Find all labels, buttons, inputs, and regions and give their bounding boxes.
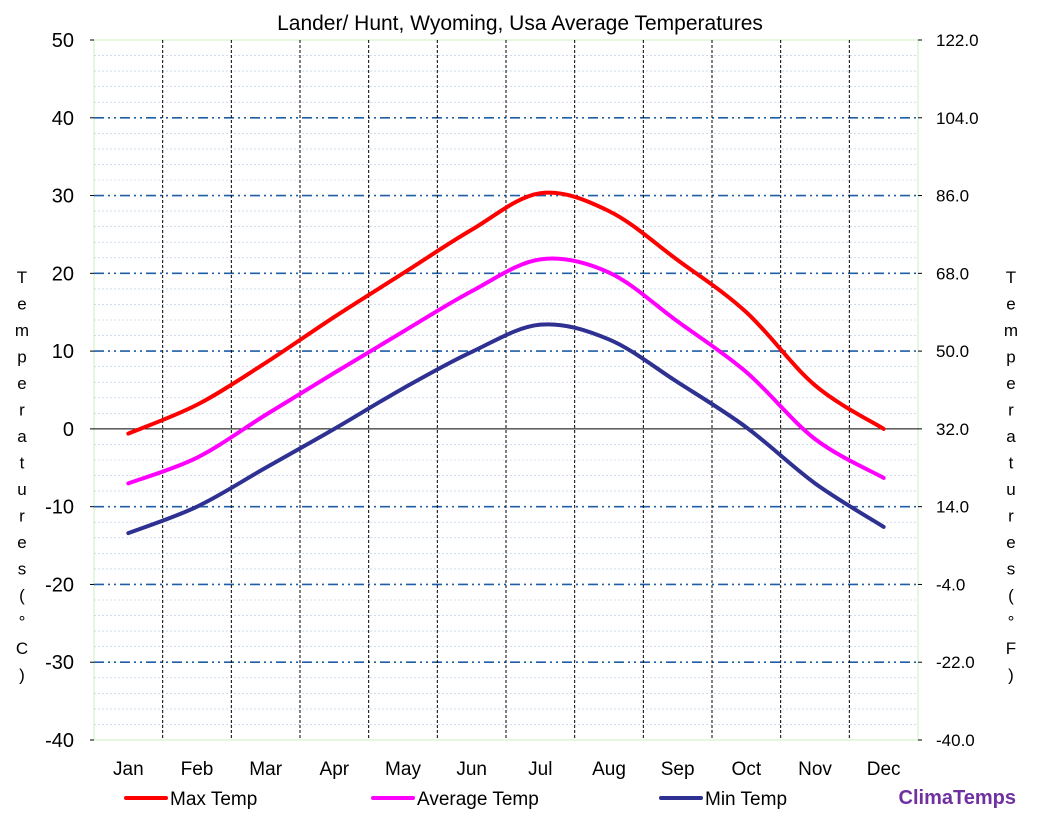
axis-label-char: T	[17, 268, 27, 287]
y-tick-label-right: 68.0	[936, 264, 969, 283]
axis-label-char: )	[19, 666, 25, 685]
y-tick-label-right: 86.0	[936, 187, 969, 206]
axis-label-char: (	[1008, 586, 1014, 605]
axis-label-char: r	[1008, 507, 1014, 526]
axis-label-char: F	[1006, 639, 1016, 658]
axis-label-char: t	[1009, 454, 1014, 473]
axis-label-char: T	[1006, 268, 1016, 287]
y-tick-label-right: -22.0	[936, 653, 975, 672]
axis-label-char: p	[1006, 348, 1015, 367]
series-lines	[126, 190, 886, 536]
legend-label: Min Temp	[705, 789, 787, 810]
axis-label-char: e	[1006, 374, 1015, 393]
x-tick-label: Oct	[732, 759, 762, 780]
y-tick-label-left: 10	[52, 341, 74, 363]
axis-label-char: a	[1006, 427, 1016, 446]
axis-label-char: e	[1006, 295, 1015, 314]
axis-label-char: C	[16, 639, 28, 658]
axes: -40 -30 -20 -10 0 10 20 30 40 50 -40.0 -22.0 -4.0 14.…	[45, 30, 978, 780]
axis-label-char: e	[1006, 533, 1015, 552]
y-axis-label-right: Temperatures(°F)	[1004, 268, 1018, 685]
x-tick-label: Mar	[249, 759, 282, 780]
y-tick-label-right: 104.0	[936, 109, 979, 128]
x-tick-label: Feb	[181, 759, 214, 780]
y-tick-label-left: -30	[45, 652, 74, 674]
y-tick-label-left: 30	[52, 186, 74, 208]
y-tick-label-left: 50	[52, 30, 74, 52]
x-tick-label: Aug	[592, 759, 626, 780]
y-tick-label-left: -10	[45, 497, 74, 519]
axis-label-char: m	[1004, 321, 1018, 340]
axis-label-char: s	[1007, 560, 1016, 579]
legend: Max Temp Average Temp Min Temp	[124, 789, 787, 810]
legend-label: Average Temp	[417, 789, 539, 810]
y-tick-label-left: -20	[45, 574, 74, 596]
x-tick-label: Jul	[528, 759, 552, 780]
x-tick-label: Dec	[867, 759, 901, 780]
y-tick-label-right: 122.0	[936, 31, 979, 50]
axis-label-char: r	[19, 401, 25, 420]
axis-label-char: °	[1008, 613, 1015, 632]
axis-label-char: t	[20, 454, 25, 473]
x-tick-label: Nov	[798, 759, 832, 780]
chart-title: Lander/ Hunt, Wyoming, Usa Average Tempe…	[277, 12, 763, 35]
watermark-brand: ClimaTemps	[899, 787, 1016, 809]
axis-label-char: u	[1006, 480, 1015, 499]
axis-label-char: r	[1008, 401, 1014, 420]
axis-label-char: e	[17, 533, 26, 552]
axis-label-char: )	[1008, 666, 1014, 685]
y-tick-label-left: 0	[63, 419, 74, 441]
y-tick-label-right: 32.0	[936, 420, 969, 439]
axis-label-char: a	[17, 427, 27, 446]
x-tick-label: May	[385, 759, 421, 780]
series-line-average-temp	[126, 256, 886, 486]
y-tick-label-left: 20	[52, 263, 74, 285]
y-axis-label-left: Temperatures(°C)	[15, 268, 29, 685]
axis-label-char: °	[19, 613, 26, 632]
y-tick-label-right: 14.0	[936, 498, 969, 517]
grid	[93, 39, 919, 741]
y-tick-label-left: -40	[45, 730, 74, 752]
y-tick-label-right: -4.0	[936, 575, 965, 594]
x-tick-label: Sep	[661, 759, 695, 780]
legend-label: Max Temp	[170, 789, 257, 810]
x-tick-label: Jan	[113, 759, 144, 780]
axis-label-char: m	[15, 321, 29, 340]
series-line-max-temp	[126, 190, 886, 436]
axis-label-char: u	[17, 480, 26, 499]
series-line-min-temp	[126, 322, 886, 536]
y-tick-label-right: -40.0	[936, 731, 975, 750]
x-tick-label: Apr	[320, 759, 350, 780]
axis-label-char: e	[17, 374, 26, 393]
x-tick-label: Jun	[456, 759, 487, 780]
axis-label-char: s	[18, 560, 27, 579]
axis-label-char: p	[17, 348, 26, 367]
axis-label-char: e	[17, 295, 26, 314]
y-tick-label-right: 50.0	[936, 342, 969, 361]
axis-label-char: (	[19, 586, 25, 605]
axis-label-char: r	[19, 507, 25, 526]
y-tick-label-left: 40	[52, 108, 74, 130]
